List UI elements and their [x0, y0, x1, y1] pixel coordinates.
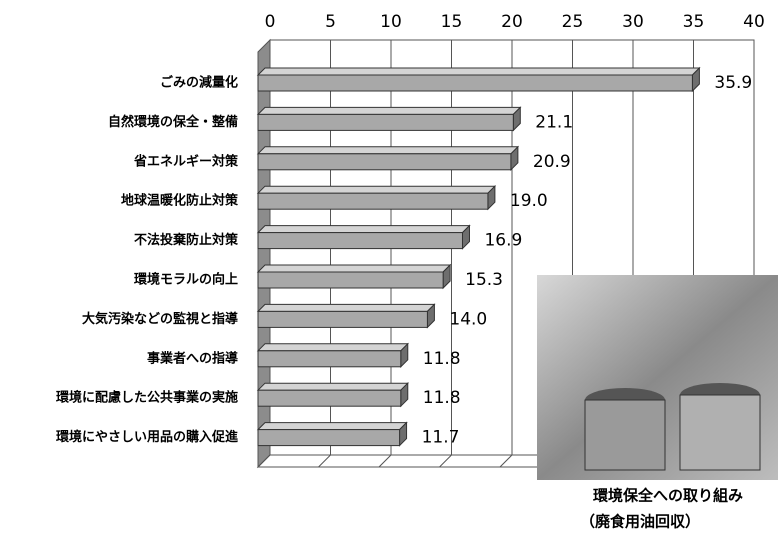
- photo: [537, 275, 778, 480]
- bar: [257, 232, 463, 250]
- x-tick-label: 10: [380, 12, 402, 32]
- category-label: 不法投棄防止対策: [134, 232, 239, 248]
- x-tick-label: 40: [743, 12, 765, 32]
- x-tick-label: 30: [622, 12, 644, 32]
- bar-top: [256, 264, 452, 273]
- bar-top: [256, 382, 409, 391]
- value-label: 21.1: [535, 112, 573, 132]
- value-label: 20.9: [533, 152, 571, 172]
- value-label: 11.8: [423, 388, 461, 408]
- x-tick-label: 25: [562, 12, 584, 32]
- bar-top: [256, 303, 436, 312]
- value-label: 15.3: [465, 270, 503, 290]
- bar: [257, 192, 489, 210]
- x-tick-label: 20: [501, 12, 523, 32]
- value-label: 16.9: [484, 231, 522, 251]
- bar: [257, 74, 693, 92]
- x-tick-label: 5: [325, 12, 336, 32]
- bar: [257, 113, 514, 131]
- photo-caption: 環境保全への取り組み: [593, 487, 743, 505]
- grid-line: [378, 454, 392, 468]
- x-tick-label: 15: [441, 12, 463, 32]
- bar: [257, 429, 401, 447]
- bar: [257, 389, 402, 407]
- category-label: 大気汚染などの監視と指導: [82, 311, 238, 327]
- value-label: 35.9: [714, 73, 752, 93]
- x-tick-label: 35: [683, 12, 705, 32]
- bar: [257, 310, 428, 328]
- category-label: 環境に配慮した公共事業の実施: [56, 390, 238, 406]
- category-label: 環境モラルの向上: [134, 272, 238, 288]
- bar: [257, 350, 402, 368]
- value-label: 14.0: [449, 309, 487, 329]
- value-label: 11.7: [422, 428, 460, 448]
- category-label: 省エネルギー対策: [133, 153, 239, 169]
- grid-line: [499, 454, 513, 468]
- bar-top: [256, 343, 409, 352]
- bar-top: [256, 106, 522, 115]
- bar-top: [256, 146, 520, 155]
- x-tick-label: 0: [265, 12, 276, 32]
- value-label: 19.0: [510, 191, 548, 211]
- grid-line: [257, 454, 271, 468]
- category-label: 事業者への指導: [147, 350, 238, 366]
- bar-top: [256, 225, 471, 234]
- bar: [257, 271, 444, 289]
- photo-caption: （廃食用油回収）: [580, 513, 700, 531]
- value-label: 11.8: [423, 349, 461, 369]
- category-label: 地球温暖化防止対策: [121, 193, 239, 209]
- category-label: 環境にやさしい用品の購入促進: [56, 429, 238, 445]
- category-label: ごみの減量化: [160, 75, 238, 91]
- bar-top: [256, 67, 701, 76]
- grid-line: [318, 454, 331, 468]
- bar-top: [256, 422, 408, 431]
- bar-top: [256, 185, 497, 194]
- category-label: 自然環境の保全・整備: [108, 114, 238, 130]
- bar: [257, 153, 512, 171]
- grid-line: [439, 454, 452, 468]
